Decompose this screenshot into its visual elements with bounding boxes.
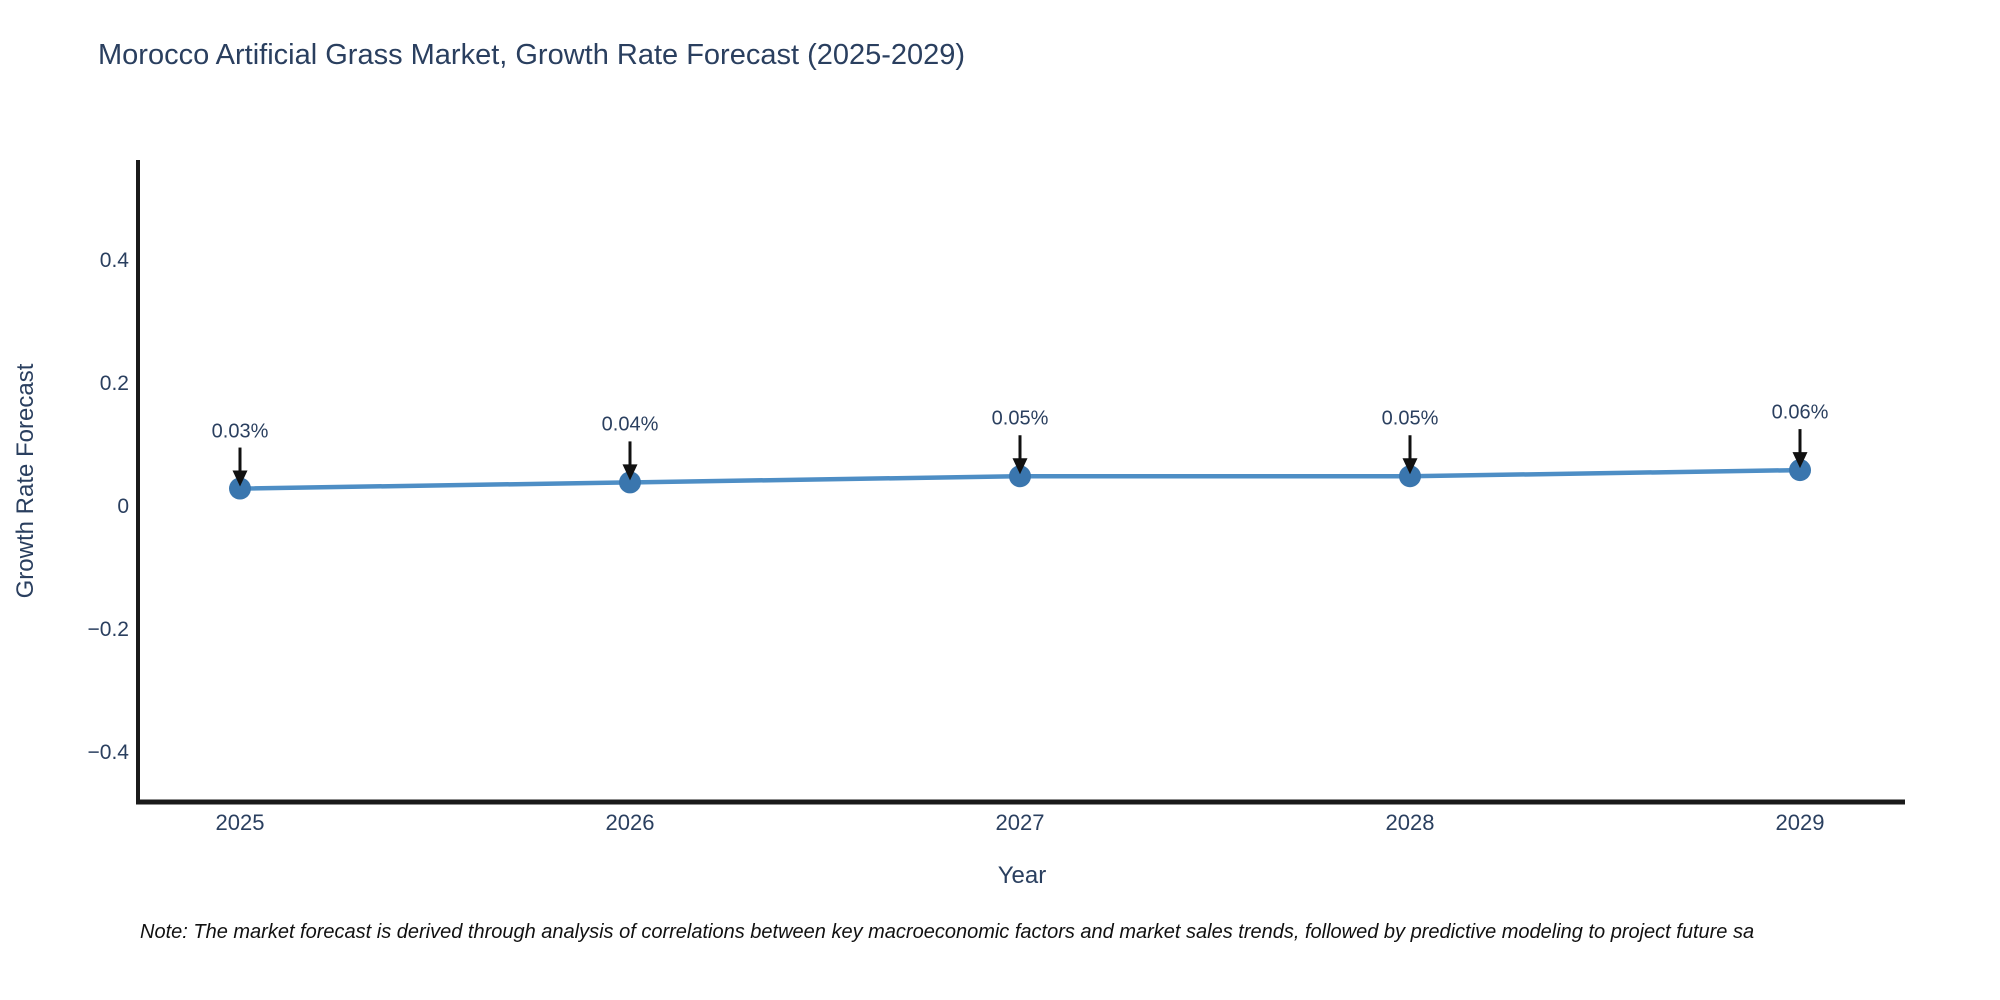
data-point-marker [619, 471, 641, 494]
annotation-arrow-head [1402, 458, 1418, 475]
chart-title: Morocco Artificial Grass Market, Growth … [98, 39, 966, 71]
data-point-marker [229, 477, 251, 500]
data-point-marker [1399, 465, 1421, 488]
annotation-arrow-head [232, 470, 248, 487]
annotation-arrow-head [622, 464, 638, 481]
data-point-marker [1009, 465, 1031, 488]
data-point-marker [1789, 459, 1811, 482]
x-axis-title: Year [997, 862, 1047, 889]
annotation-arrow-head [1792, 452, 1808, 469]
footnote: Note: The market forecast is derived thr… [140, 921, 1755, 943]
annotation-arrow-head [1012, 458, 1028, 475]
